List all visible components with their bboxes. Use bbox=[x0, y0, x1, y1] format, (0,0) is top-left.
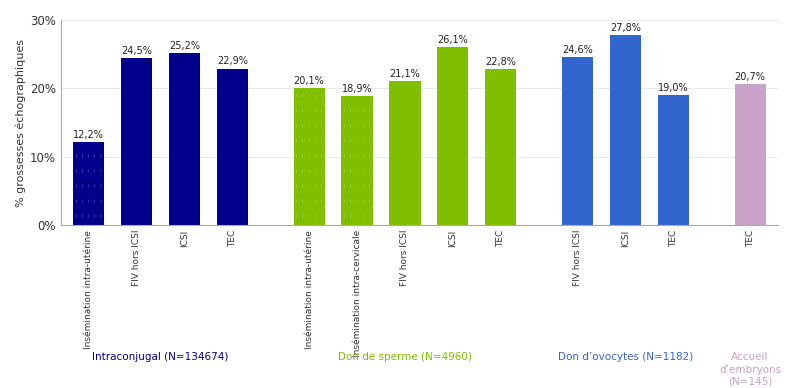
Text: 12,2%: 12,2% bbox=[73, 130, 104, 140]
Bar bbox=[169, 53, 200, 225]
Text: 26,1%: 26,1% bbox=[438, 35, 468, 45]
Text: Don d’ovocytes (N=1182): Don d’ovocytes (N=1182) bbox=[558, 352, 693, 362]
Bar bbox=[73, 142, 104, 225]
Bar bbox=[294, 88, 325, 225]
Text: 22,9%: 22,9% bbox=[217, 57, 248, 66]
Text: 20,1%: 20,1% bbox=[294, 76, 325, 86]
Text: 18,9%: 18,9% bbox=[342, 84, 372, 94]
Bar bbox=[610, 35, 641, 225]
Bar bbox=[342, 96, 373, 225]
Y-axis label: % grossesses échographiques: % grossesses échographiques bbox=[15, 38, 26, 206]
Bar bbox=[734, 83, 766, 225]
Text: 24,6%: 24,6% bbox=[562, 45, 593, 55]
Bar bbox=[438, 47, 469, 225]
Bar bbox=[562, 57, 593, 225]
Bar bbox=[486, 69, 517, 225]
Text: 24,5%: 24,5% bbox=[121, 45, 152, 55]
Text: 25,2%: 25,2% bbox=[169, 41, 200, 51]
Text: 20,7%: 20,7% bbox=[734, 71, 766, 81]
Bar bbox=[121, 57, 152, 225]
Text: 19,0%: 19,0% bbox=[658, 83, 689, 93]
Text: Intraconjugal (N=134674): Intraconjugal (N=134674) bbox=[92, 352, 229, 362]
Text: Accueil
d’embryons
(N=145): Accueil d’embryons (N=145) bbox=[719, 352, 781, 387]
Text: Don de sperme (N=4960): Don de sperme (N=4960) bbox=[338, 352, 472, 362]
Text: 22,8%: 22,8% bbox=[486, 57, 516, 67]
Text: 21,1%: 21,1% bbox=[390, 69, 420, 79]
Text: 27,8%: 27,8% bbox=[610, 23, 641, 33]
Bar bbox=[390, 81, 421, 225]
Bar bbox=[217, 69, 248, 225]
Bar bbox=[658, 95, 689, 225]
